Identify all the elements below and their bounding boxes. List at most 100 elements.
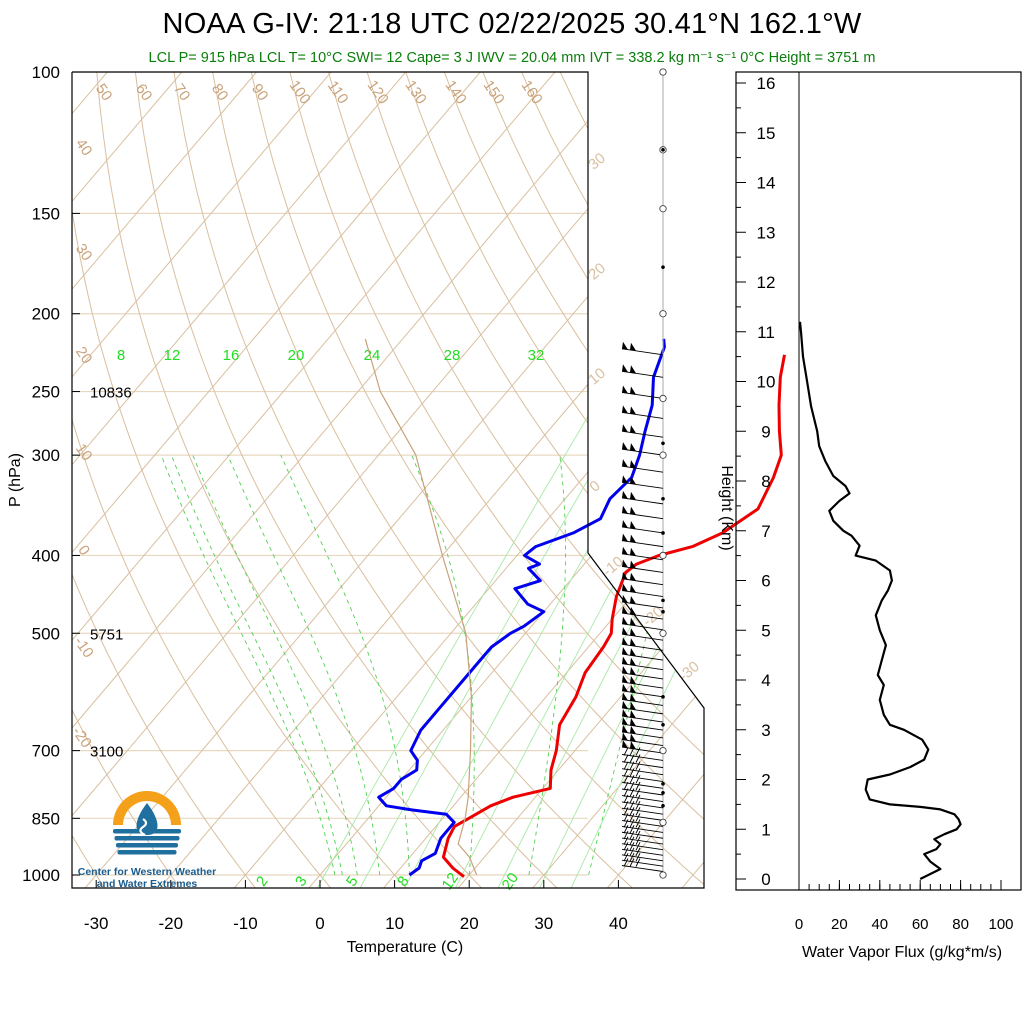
wind-barb-flag xyxy=(622,692,628,701)
y-tick-label: 850 xyxy=(32,809,60,828)
isotherm-label-right: 10 xyxy=(585,365,609,389)
height-tick-label: 2 xyxy=(761,771,770,790)
wind-barb-flag xyxy=(622,505,628,514)
wind-barb-feather xyxy=(629,781,635,791)
cw3e-logo xyxy=(113,791,181,855)
wind-barb-shaft xyxy=(621,699,664,706)
wind-barb-feather xyxy=(629,754,635,763)
wind-barb xyxy=(621,709,664,723)
wind-barb-feather xyxy=(635,788,641,797)
height-tick-label: 11 xyxy=(757,323,775,342)
barb-dot xyxy=(661,790,665,795)
wind-barb xyxy=(621,724,664,739)
moist-adiabat-label: 20 xyxy=(499,870,522,893)
wind-barb xyxy=(621,732,664,747)
wind-barb-feather xyxy=(623,858,629,867)
isotherm-line xyxy=(72,72,332,888)
wind-barb-flag xyxy=(630,607,636,616)
wind-barb-flag xyxy=(630,741,636,750)
chart-title: NOAA G-IV: 21:18 UTC 02/22/2025 30.41°N … xyxy=(162,8,862,40)
wind-barb-feather xyxy=(623,813,629,822)
mixing-ratio-label: 8 xyxy=(117,347,125,364)
wind-barb xyxy=(621,692,664,706)
logo-wave-bar xyxy=(117,850,177,855)
mixing-ratio-line xyxy=(314,362,621,888)
wind-barb-flag xyxy=(630,342,636,351)
wind-barb-flag xyxy=(622,683,628,692)
logo-org-name: Center for Western Weather and Water Ext… xyxy=(68,866,226,890)
x-axis-title: Temperature (C) xyxy=(347,939,463,956)
wind-barb-flag xyxy=(630,560,636,569)
wind-barb-flag xyxy=(630,534,636,543)
wind-barb-shaft xyxy=(621,553,664,561)
wind-barb xyxy=(621,505,664,520)
isotherm-line xyxy=(72,72,481,888)
height-tick-label: 8 xyxy=(761,472,770,491)
wind-barb-flag xyxy=(622,385,628,394)
dry-adiabat-line xyxy=(72,72,335,888)
wind-barb-feather xyxy=(635,847,641,856)
wind-barb-shaft xyxy=(621,578,664,586)
wind-barb xyxy=(621,656,664,671)
flux-tick-label: 40 xyxy=(871,916,888,933)
wind-barb-shaft xyxy=(621,715,664,723)
wind-barb xyxy=(621,459,664,473)
wind-barb-flag xyxy=(630,718,636,727)
height-tick-label: 12 xyxy=(757,273,776,292)
wind-barb xyxy=(621,637,664,651)
wind-barb xyxy=(621,717,664,731)
wind-barb-feather xyxy=(629,761,635,770)
flux-tick-label: 80 xyxy=(952,916,969,933)
height-label: 10836 xyxy=(90,385,132,402)
wind-barb-shaft xyxy=(621,512,664,520)
wind-barb xyxy=(621,475,664,489)
wind-barb-feather xyxy=(629,747,635,756)
wind-barb-flag xyxy=(622,459,628,468)
isotherm-line xyxy=(81,72,704,888)
mixing-ratio-label: 16 xyxy=(223,347,240,364)
mixing-ratio-label: 12 xyxy=(164,347,181,364)
wind-barb-shaft xyxy=(621,807,664,815)
wind-barb xyxy=(621,647,664,661)
wind-barb-shaft xyxy=(621,801,664,809)
dry-adiabat-label: 120 xyxy=(364,77,392,107)
moist-adiabat-label: 2 xyxy=(253,873,272,890)
wind-barb-shaft xyxy=(621,865,664,872)
dry-adiabat-label: 130 xyxy=(402,77,430,107)
wind-barb xyxy=(621,559,664,573)
x-tick-label: -10 xyxy=(233,914,258,933)
isotherm-line xyxy=(72,72,556,888)
height-tick-label: 4 xyxy=(761,671,770,690)
wind-barb-feather xyxy=(629,807,635,816)
wind-barb xyxy=(621,768,664,783)
calm-circle xyxy=(659,310,667,318)
moist-adiabat-line xyxy=(528,455,566,876)
dry-adiabat-line xyxy=(173,72,638,888)
wind-barb xyxy=(621,519,664,534)
wind-barb-flag xyxy=(622,533,628,542)
dry-adiabat-label: 80 xyxy=(208,81,231,104)
x-tick-label: 30 xyxy=(534,914,553,933)
wind-barb-feather xyxy=(623,800,629,810)
wind-barb-feather xyxy=(635,807,641,816)
skew-t-frame xyxy=(71,71,705,889)
wind-barb-flag xyxy=(622,424,628,433)
mixing-ratio-label: 28 xyxy=(444,347,461,364)
barb-dot xyxy=(661,598,665,603)
isotherm-line xyxy=(72,72,407,888)
wind-barb-shaft xyxy=(621,731,664,739)
wind-barb xyxy=(621,606,664,620)
skew-t-profiles xyxy=(364,338,786,878)
wind-barb-shaft xyxy=(621,411,664,419)
height-tick-label: 10 xyxy=(757,373,776,392)
wind-barb-feather xyxy=(623,847,629,856)
wind-barb-shaft xyxy=(621,566,664,573)
wind-barb xyxy=(621,800,664,815)
y-tick-label: 150 xyxy=(32,204,60,223)
isotherm-line xyxy=(603,72,704,888)
dry-adiabat-line xyxy=(212,72,704,888)
wind-barb-feather xyxy=(635,800,641,810)
barb-dot xyxy=(661,609,665,614)
barb-dot xyxy=(661,265,665,269)
